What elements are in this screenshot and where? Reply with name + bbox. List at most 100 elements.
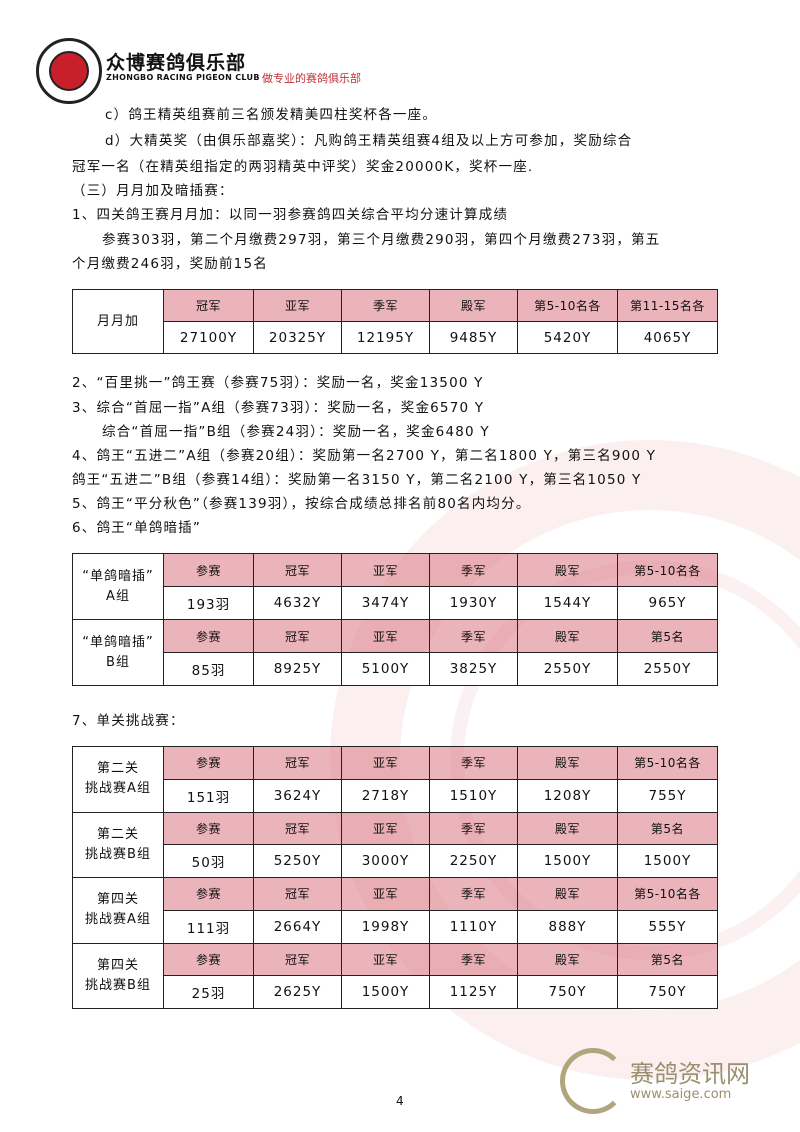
- value-cell: 3624Y: [253, 778, 342, 813]
- header-cell: 冠军: [253, 811, 342, 846]
- header-cell: 殿军: [517, 553, 618, 587]
- header-cell: 亚军: [341, 811, 430, 846]
- header-cell: 季军: [429, 942, 518, 977]
- value-cell: 1500Y: [341, 975, 430, 1009]
- header-cell: 第5名: [617, 619, 718, 653]
- header-cell: 殿军: [517, 811, 618, 846]
- value-cell: 25羽: [163, 975, 254, 1009]
- header-cell: 参赛: [163, 619, 254, 653]
- header-cell: 冠军: [253, 619, 342, 653]
- value-cell: 555Y: [617, 909, 718, 944]
- header-cell: 季军: [341, 289, 430, 322]
- value-cell: 2550Y: [517, 652, 618, 686]
- value-cell: 50羽: [163, 844, 254, 878]
- group-label-line: 挑战赛B组: [85, 846, 151, 862]
- group-label: 第二关挑战赛B组: [72, 811, 164, 878]
- footer-logo-cn: 赛鸽资讯网: [630, 1059, 750, 1088]
- group-label: 第二关 挑战赛A组: [72, 746, 164, 813]
- value-cell: 12195Y: [341, 321, 430, 354]
- value-row: 27100Y 20325Y 12195Y 9485Y 5420Y 4065Y: [73, 321, 718, 354]
- group-label: 第四关 挑战赛A组: [72, 877, 164, 944]
- header-cell: 亚军: [341, 746, 430, 780]
- header-cell: 第5-10名各: [617, 877, 718, 911]
- header-cell: 参赛: [163, 942, 254, 977]
- header-cell: 季军: [429, 877, 518, 911]
- monthly-bonus-table: 月月加 冠军 亚军 季军 殿军 第5-10名各 第11-15名各 27100Y 20325Y 12…: [72, 289, 718, 354]
- page-number: 4: [396, 1094, 404, 1108]
- value-cell: 1930Y: [429, 586, 518, 620]
- header-cell: 冠军: [253, 746, 342, 780]
- value-row: 85羽 8925Y 5100Y 3825Y 2550Y 2550Y: [73, 652, 718, 686]
- value-cell: 8925Y: [253, 652, 342, 686]
- text-line: d）大精英奖（由俱乐部嘉奖）：凡购鸽王精英组赛4组及以上方可参加，奖励综合: [105, 133, 633, 149]
- value-cell: 85羽: [163, 652, 254, 686]
- header-cell: 殿军: [517, 746, 618, 780]
- value-cell: 1510Y: [429, 778, 518, 813]
- header-cell: 亚军: [341, 877, 430, 911]
- text-line: 7、单关挑战赛：: [72, 713, 185, 729]
- group-label-line: 挑战赛A组: [85, 781, 151, 797]
- text-line: 鸽王“五进二”B组（参赛14组）：奖励第一名3150 Y，第二名2100 Y，第…: [72, 472, 642, 488]
- value-cell: 3474Y: [341, 586, 430, 620]
- header-cell: 亚军: [341, 553, 430, 587]
- value-cell: 1110Y: [429, 909, 518, 944]
- text-line: 2、“百里挑一”鸽王赛（参赛75羽）：奖励一名，奖金13500 Y: [72, 375, 484, 391]
- group-label-line: “单鸽暗插”: [82, 634, 154, 650]
- group-label: “单鸽暗插” B组: [72, 619, 164, 686]
- text-line: 综合“首屈一指”B组（参赛24羽）：奖励一名，奖金6480 Y: [102, 424, 490, 440]
- header-row: 第二关 挑战赛A组 参赛 冠军 亚军 季军 殿军 第5-10名各: [72, 746, 718, 813]
- value-cell: 1125Y: [429, 975, 518, 1009]
- text-line: 个月缴费246羽，奖励前15名: [72, 256, 268, 272]
- group-label-line: 第二关: [96, 826, 139, 842]
- header-cell: 第5-10名各: [617, 746, 718, 780]
- value-cell: 9485Y: [429, 321, 518, 354]
- header-cell: 亚军: [341, 619, 430, 653]
- club-logo-icon: [36, 38, 102, 104]
- brand-name: 众博赛鸽俱乐部: [106, 52, 247, 74]
- header-cell: 参赛: [163, 877, 254, 911]
- header-row: 第四关 挑战赛B组 参赛 冠军 亚军 季军 殿军 第5名: [72, 942, 718, 1009]
- text-line: 6、鸽王“单鸽暗插”: [72, 520, 202, 536]
- value-cell: 2550Y: [617, 652, 718, 686]
- header-cell: 季军: [429, 746, 518, 780]
- header-cell: 第5-10名各: [517, 289, 618, 322]
- value-cell: 20325Y: [253, 321, 342, 354]
- header-cell: 第5名: [617, 942, 718, 977]
- value-row: 25羽 2625Y 1500Y 1125Y 750Y 750Y: [73, 975, 718, 1009]
- group-label-line: 月月加: [96, 313, 139, 329]
- value-row: 193羽 4632Y 3474Y 1930Y 1544Y 965Y: [73, 586, 718, 620]
- value-cell: 1544Y: [517, 586, 618, 620]
- group-label-line: B组: [106, 654, 130, 670]
- value-cell: 2250Y: [429, 844, 518, 878]
- header-cell: 冠军: [253, 877, 342, 911]
- value-cell: 5100Y: [341, 652, 430, 686]
- header-cell: 冠军: [253, 553, 342, 587]
- header-cell: 季军: [429, 811, 518, 846]
- text-line: 3、综合“首屈一指”A组（参赛73羽）：奖励一名，奖金6570 Y: [72, 400, 485, 416]
- value-cell: 27100Y: [163, 321, 254, 354]
- value-cell: 4632Y: [253, 586, 342, 620]
- text-line: 冠军一名（在精英组指定的两羽精英中评奖）奖金20000K，奖杯一座.: [72, 159, 534, 175]
- header-cell: 参赛: [163, 811, 254, 846]
- text-line: c）鸽王精英组赛前三名颁发精美四柱奖杯各一座。: [105, 107, 438, 123]
- text-line: 参赛303羽，第二个月缴费297羽，第三个月缴费290羽，第四个月缴费273羽，…: [102, 232, 661, 248]
- value-cell: 193羽: [163, 586, 254, 620]
- header-cell: 参赛: [163, 553, 254, 587]
- header-row: 月月加 冠军 亚军 季军 殿军 第5-10名各 第11-15名各: [72, 289, 718, 354]
- group-label: 月月加: [72, 289, 164, 354]
- single-race-challenge-table: 第二关 挑战赛A组 参赛 冠军 亚军 季军 殿军 第5-10名各 151羽 3624Y 2718Y 1…: [72, 746, 718, 1009]
- footer-logo-url: www.saige.com: [630, 1086, 732, 1102]
- text-line: （三）月月加及暗插赛：: [72, 183, 234, 199]
- text-line: 5、鸽王“平分秋色”（参赛139羽），按综合成绩总排名前80名内均分。: [72, 496, 531, 512]
- group-label-line: “单鸽暗插”: [82, 568, 154, 584]
- value-cell: 151羽: [163, 778, 254, 813]
- value-row: 151羽 3624Y 2718Y 1510Y 1208Y 755Y: [73, 778, 718, 813]
- header-cell: 季军: [429, 553, 518, 587]
- value-cell: 965Y: [617, 586, 718, 620]
- header-row: “单鸽暗插” A组 参赛 冠军 亚军 季军 殿军 第5-10名各: [72, 553, 718, 620]
- text-line: 4、鸽王“五进二”A组（参赛20组）：奖励第一名2700 Y，第二名1800 Y…: [72, 448, 657, 464]
- value-cell: 3825Y: [429, 652, 518, 686]
- header-cell: 冠军: [253, 942, 342, 977]
- footer-logo: 赛鸽资讯网 www.saige.com: [560, 1048, 750, 1114]
- value-row: 50羽 5250Y 3000Y 2250Y 1500Y 1500Y: [73, 844, 718, 878]
